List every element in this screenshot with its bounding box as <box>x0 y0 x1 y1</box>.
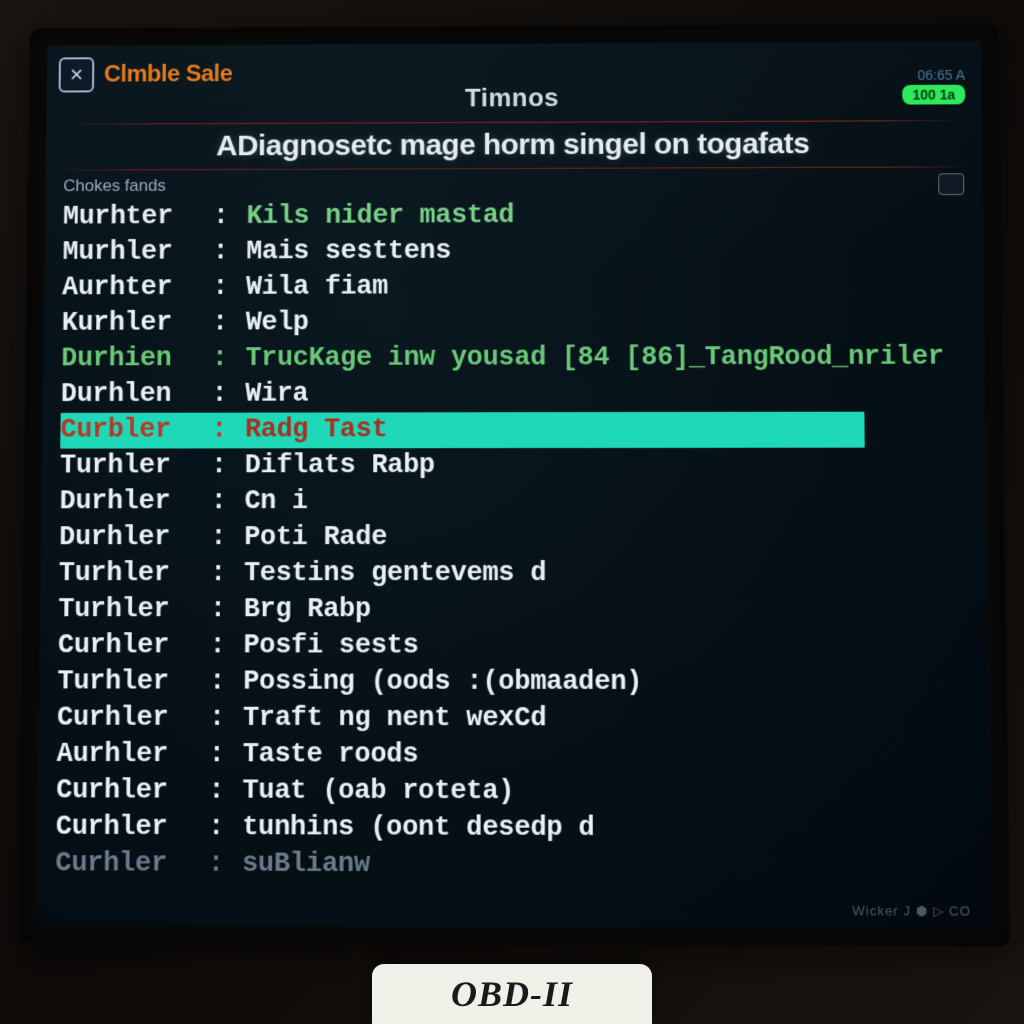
row-value: Poti Rade <box>244 523 387 553</box>
row-value: Testins gentevems d <box>244 559 546 589</box>
row-key: Turhler <box>59 559 211 589</box>
row-key: Murhler <box>62 238 212 268</box>
list-item[interactable]: Turhler: Diflats Rabp <box>60 448 986 485</box>
row-key: Aurhler <box>56 740 208 771</box>
device-frame: ✕ Clmble Sale Timnos 06:65 A 100 1a ADia… <box>18 24 1010 947</box>
row-separator: : <box>212 309 228 339</box>
close-icon: ✕ <box>70 62 83 87</box>
status-badge: 100 1a <box>902 85 965 105</box>
row-separator: : <box>209 631 225 661</box>
row-value: Wira <box>245 380 308 410</box>
row-value: Cn i <box>244 487 308 517</box>
row-key: Turhler <box>58 595 210 625</box>
list-item[interactable]: Curhler: Tuat (oab roteta) <box>56 773 990 811</box>
status-time: 06:65 A <box>917 67 965 83</box>
device-label-plate: OBD-II <box>372 964 652 1024</box>
screen: ✕ Clmble Sale Timnos 06:65 A 100 1a ADia… <box>37 41 992 928</box>
row-separator: : <box>208 849 224 880</box>
row-separator: : <box>211 380 227 410</box>
list-item[interactable]: Durhler: Poti Rade <box>59 520 987 556</box>
row-key: Turhler <box>57 667 209 697</box>
list-item[interactable]: Curhler: suBlianw <box>55 846 991 885</box>
row-value: Wila fiam <box>246 273 388 303</box>
divider-top <box>65 120 963 125</box>
list-item[interactable]: Durhler: Cn i <box>59 484 986 521</box>
row-key: Aurhter <box>62 273 213 303</box>
row-value: Diflats Rabp <box>245 451 435 481</box>
row-key: Turhler <box>60 451 211 481</box>
header-row: ✕ Clmble Sale Timnos 06:65 A 100 1a <box>47 49 981 96</box>
row-key: Curhler <box>56 813 209 844</box>
row-separator: : <box>208 776 224 806</box>
row-value: Taste roods <box>243 740 419 771</box>
brand-label: Clmble Sale <box>104 61 233 89</box>
list-item[interactable]: Murhler: Mais sesttens <box>62 232 983 270</box>
row-separator: : <box>212 344 228 374</box>
row-separator: : <box>208 813 224 843</box>
row-value: TrucKage inw yousad [84 [86]_TangRood_nr… <box>245 343 944 374</box>
row-value: suBlianw <box>242 849 370 880</box>
row-value: Posfi sests <box>243 631 418 661</box>
status-area: 06:65 A 100 1a <box>902 67 965 105</box>
close-button[interactable]: ✕ <box>59 57 95 92</box>
row-separator: : <box>210 559 226 589</box>
settings-icon[interactable] <box>938 173 964 195</box>
row-key: Kurhler <box>62 309 213 339</box>
row-key: Curhler <box>57 704 209 734</box>
list-item[interactable]: Aurhter: Wila fiam <box>62 268 984 306</box>
row-separator: : <box>209 704 225 734</box>
list-item[interactable]: Curhler: Posfi sests <box>58 628 989 665</box>
row-value: Mais sesttens <box>246 237 451 267</box>
row-separator: : <box>211 451 227 481</box>
device-label: OBD-II <box>451 973 573 1015</box>
page-title: Timnos <box>465 83 559 114</box>
list-item[interactable]: Kurhler: Welp <box>62 304 985 342</box>
row-key: Murhter <box>63 202 213 232</box>
row-key: Durhien <box>61 344 212 374</box>
row-key: Durhler <box>59 523 211 553</box>
row-value: Radg Tast <box>245 415 388 445</box>
list-item[interactable]: Turhler: Brg Rabp <box>58 592 988 628</box>
row-value: Kils nider mastad <box>246 201 514 231</box>
list-item[interactable]: Curhler: tunhins (oont desedp d <box>56 809 991 848</box>
row-separator: : <box>212 273 228 303</box>
row-separator: : <box>210 595 226 625</box>
row-key: Curhler <box>56 776 209 807</box>
list-item[interactable]: Curbler: Radg Tast <box>60 412 864 449</box>
list-item[interactable]: Turhler: Possing (oods :(obmaaden) <box>57 664 988 701</box>
row-value: Possing (oods :(obmaaden) <box>243 667 642 698</box>
row-separator: : <box>209 740 225 770</box>
row-value: Welp <box>246 309 309 339</box>
subtitle: ADiagnosetc mage horm singel on togafats <box>46 125 982 170</box>
row-key: Curhler <box>58 631 210 661</box>
footer-text: Wicker J ⬢ ▷ CO <box>852 903 971 920</box>
row-separator: : <box>213 238 229 268</box>
list-item[interactable]: Turhler: Testins gentevems d <box>59 556 988 592</box>
list-item[interactable]: Aurhler: Taste roods <box>56 737 989 775</box>
list-item[interactable]: Murhter: Kils nider mastad <box>63 197 983 235</box>
row-key: Curhler <box>55 849 208 880</box>
section-label: Chokes fands <box>45 171 982 198</box>
row-key: Durhler <box>59 487 210 517</box>
list-item[interactable]: Durhien: TrucKage inw yousad [84 [86]_Tan… <box>61 340 985 378</box>
row-key: Durhlen <box>61 380 212 410</box>
row-separator: : <box>210 523 226 553</box>
row-value: Tuat (oab roteta) <box>242 776 514 807</box>
row-separator: : <box>211 487 227 517</box>
row-value: tunhins (oont desedp d <box>242 813 595 844</box>
row-separator: : <box>211 416 227 446</box>
row-separator: : <box>213 202 229 232</box>
row-separator: : <box>209 667 225 697</box>
row-value: Brg Rabp <box>244 595 371 625</box>
diagnostic-list: Murhter: Kils nider mastad Murhler: Mais se… <box>37 195 991 885</box>
list-item[interactable]: Curhler: Traft ng nent wexCd <box>57 701 989 738</box>
list-item[interactable]: Durhlen: Wira <box>61 376 985 413</box>
row-key: Curbler <box>60 416 211 446</box>
row-value: Traft ng nent wexCd <box>243 704 547 735</box>
